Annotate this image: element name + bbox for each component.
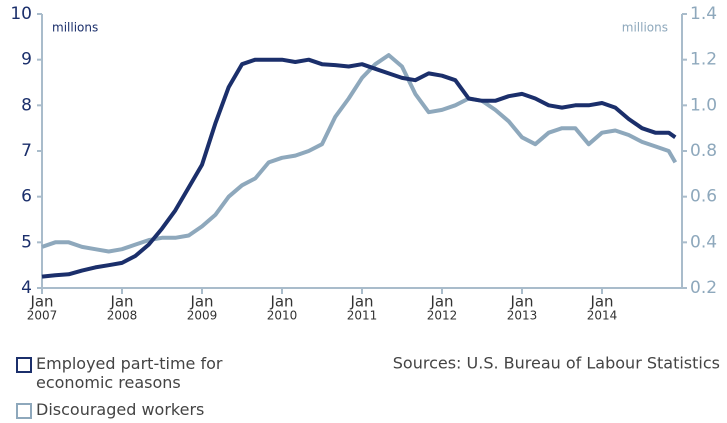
legend-swatch <box>16 357 32 373</box>
x-tick-label: Jan <box>429 293 453 311</box>
y-tick-label: 4 <box>21 278 32 298</box>
x-tick-label: Jan <box>349 293 373 311</box>
x-tick-label: Jan <box>189 293 213 311</box>
legend-item: Employed part-time for economic reasons <box>16 354 266 392</box>
y2-tick-label: 1.2 <box>690 50 717 70</box>
x-tick-label: Jan <box>589 293 613 311</box>
legend-item: Discouraged workers <box>16 400 204 419</box>
y2-tick-label: 1.0 <box>690 95 717 115</box>
right-unit: millions <box>622 21 668 35</box>
x-tick-label: Jan <box>509 293 533 311</box>
source: Sources: U.S. Bureau of Labour Statistic… <box>393 354 720 373</box>
y-tick-label: 7 <box>21 141 32 161</box>
x-tick-label: 2013 <box>507 309 538 323</box>
y-tick-label: 5 <box>21 232 32 252</box>
y2-tick-label: 0.2 <box>690 278 717 298</box>
legend-label: Discouraged workers <box>36 400 205 419</box>
x-tick-label: Jan <box>109 293 133 311</box>
x-tick-label: 2011 <box>347 309 378 323</box>
y-tick-label: 6 <box>21 187 32 207</box>
x-tick-label: Jan <box>269 293 293 311</box>
x-tick-label: 2007 <box>27 309 58 323</box>
x-tick-label: 2010 <box>267 309 298 323</box>
legend-swatch <box>16 403 32 419</box>
y-tick-label: 8 <box>21 95 32 115</box>
y2-tick-label: 0.4 <box>690 232 717 252</box>
x-tick-label: 2014 <box>587 309 618 323</box>
series-line <box>41 53 678 254</box>
legend-label: Employed part-time for economic reasons <box>36 354 223 392</box>
left-unit: millions <box>52 21 98 35</box>
x-tick-label: 2012 <box>427 309 458 323</box>
y-tick-label: 10 <box>10 4 32 24</box>
y-tick-label: 9 <box>21 50 32 70</box>
y2-tick-label: 0.8 <box>690 141 717 161</box>
x-tick-label: Jan <box>29 293 53 311</box>
y2-tick-label: 1.4 <box>690 4 717 24</box>
series-line <box>41 57 677 279</box>
y2-tick-label: 0.6 <box>690 187 717 207</box>
x-tick-label: 2009 <box>187 309 218 323</box>
x-tick-label: 2008 <box>107 309 138 323</box>
